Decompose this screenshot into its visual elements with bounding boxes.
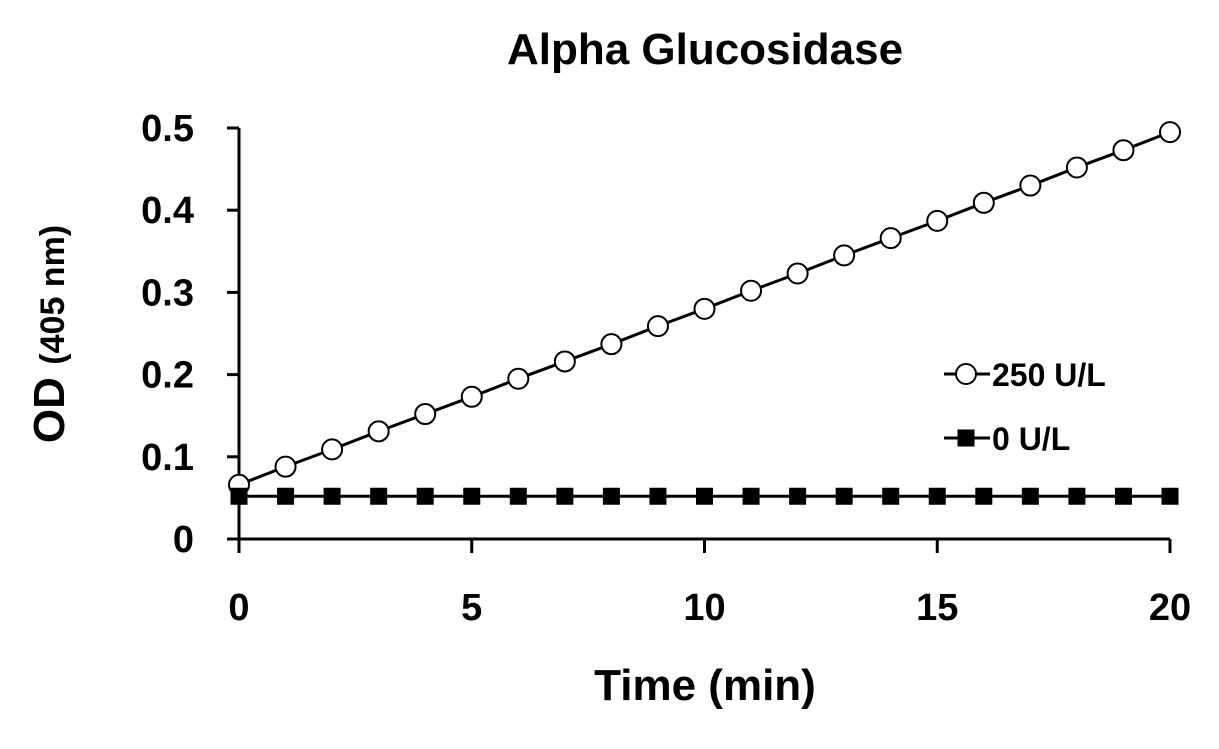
series-2	[230, 487, 1179, 505]
data-point	[277, 487, 295, 505]
data-point	[274, 455, 297, 478]
y-tick-label: 0.1	[141, 437, 194, 479]
data-point	[646, 315, 669, 338]
x-tick-label: 10	[683, 587, 725, 629]
data-point	[370, 487, 388, 505]
legend-marker	[955, 363, 977, 385]
data-point	[649, 487, 667, 505]
data-point	[693, 297, 716, 320]
data-point	[1159, 121, 1181, 144]
data-point	[926, 209, 949, 232]
data-point	[742, 487, 760, 505]
data-point	[1021, 487, 1039, 505]
legend-item: 250 U/L	[944, 357, 1106, 393]
legend-item: 0 U/L	[944, 421, 1070, 457]
y-axis-label-main: OD	[25, 377, 74, 443]
data-point	[600, 333, 623, 356]
data-point	[323, 487, 341, 505]
x-tick-label: 15	[916, 587, 958, 629]
data-point	[1019, 174, 1042, 197]
legend-marker	[957, 429, 975, 447]
data-point	[789, 487, 807, 505]
legend-label: 250 U/L	[992, 357, 1106, 393]
y-tick-label: 0	[173, 519, 194, 561]
chart-title: Alpha Glucosidase	[507, 25, 903, 74]
data-point	[321, 438, 344, 461]
y-tick-label: 0.3	[141, 272, 194, 314]
data-point	[1068, 487, 1086, 505]
y-ticks: 0 0.1 0.2 0.3 0.4 0.5	[141, 108, 239, 561]
data-point	[879, 227, 902, 250]
data-point	[1112, 139, 1135, 162]
data-point	[463, 487, 481, 505]
data-point	[556, 487, 574, 505]
data-point	[786, 262, 809, 285]
x-tick-label: 20	[1149, 587, 1191, 629]
legend-label: 0 U/L	[992, 421, 1070, 457]
data-point	[882, 487, 900, 505]
x-axis-title: Time (min)	[594, 661, 816, 710]
data-point	[602, 487, 620, 505]
data-point	[230, 487, 248, 505]
data-point	[975, 487, 993, 505]
x-tick-label: 0	[228, 587, 249, 629]
data-point	[509, 487, 527, 505]
y-axis-label-unit: (405 nm)	[34, 225, 72, 365]
data-point	[416, 487, 434, 505]
y-tick-label: 0.4	[141, 190, 194, 232]
data-point	[460, 385, 483, 408]
y-axis-title: OD (405 nm)	[25, 225, 74, 443]
data-point	[367, 420, 390, 443]
legend: 250 U/L 0 U/L	[944, 357, 1106, 457]
y-axis-label: OD (405 nm)	[25, 225, 74, 443]
y-tick-label: 0.5	[141, 108, 194, 150]
data-point	[414, 403, 437, 426]
x-tick-label: 5	[461, 587, 482, 629]
data-point	[835, 487, 853, 505]
data-point	[507, 367, 530, 390]
data-point	[553, 350, 576, 373]
data-point	[1065, 156, 1088, 179]
data-point	[972, 191, 995, 214]
data-point	[1161, 487, 1179, 505]
data-point	[1114, 487, 1132, 505]
data-point	[740, 279, 763, 302]
series-1	[228, 121, 1181, 496]
data-point	[696, 487, 713, 505]
data-point	[833, 244, 856, 267]
x-ticks: 0 5 10 15 20	[228, 539, 1191, 629]
y-tick-label: 0.2	[141, 355, 194, 397]
data-point	[928, 487, 946, 505]
series-layer	[228, 121, 1181, 505]
